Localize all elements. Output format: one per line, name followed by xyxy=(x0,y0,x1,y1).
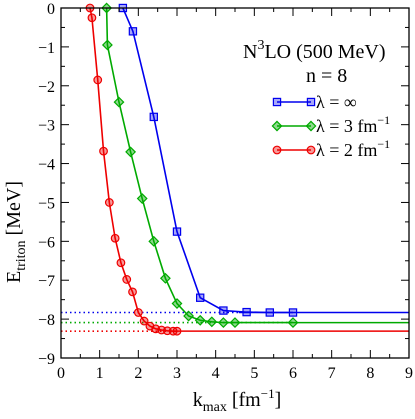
data-point xyxy=(128,27,138,36)
data-point xyxy=(265,308,275,317)
y-tick-label: −5 xyxy=(38,195,55,212)
legend-marker-end xyxy=(306,145,316,155)
x-tick-label: 1 xyxy=(96,365,104,382)
legend-marker-start xyxy=(271,120,283,132)
data-point xyxy=(128,287,137,297)
x-axis-label-unit: [fm xyxy=(227,389,261,411)
data-point xyxy=(196,293,205,302)
legend-label-main: λ = 2 fm xyxy=(316,140,377,160)
x-axis-label-main: k xyxy=(193,389,203,411)
y-tick-label: 0 xyxy=(47,1,55,18)
data-point xyxy=(149,112,158,122)
x-axis-label-sup: −1 xyxy=(261,386,275,401)
data-point xyxy=(242,307,251,317)
legend-marker-end xyxy=(306,97,316,107)
data-point xyxy=(148,235,160,247)
data-point xyxy=(87,13,97,23)
x-tick-label: 6 xyxy=(289,365,297,382)
y-axis-label-unit: [MeV] xyxy=(3,181,25,240)
y-tick-label: −7 xyxy=(38,273,55,290)
y-tick-label: −2 xyxy=(38,79,55,96)
x-tick-label: 8 xyxy=(366,365,374,382)
data-point xyxy=(219,306,228,315)
legend-label-main: λ = 3 fm xyxy=(316,116,377,136)
data-point xyxy=(133,308,143,317)
series-2 xyxy=(85,3,182,336)
data-point xyxy=(136,193,148,205)
y-tick-label: −1 xyxy=(38,40,55,57)
data-point xyxy=(172,326,182,336)
y-axis-label: Etriton [MeV] xyxy=(3,181,29,283)
x-tick-label: 4 xyxy=(212,365,220,382)
x-axis-label: kmax [fm−1] xyxy=(193,386,282,414)
legend-marker-end xyxy=(305,120,317,132)
data-point xyxy=(229,317,241,329)
data-point xyxy=(113,96,125,108)
y-axis-label-main: E xyxy=(3,271,25,283)
legend: λ = ∞λ = 3 fm−1λ = 2 fm−1 xyxy=(271,92,390,160)
x-tick-label: 9 xyxy=(405,365,413,382)
x-tick-label: 2 xyxy=(134,365,142,382)
y-tick-label: −8 xyxy=(38,312,55,329)
data-point xyxy=(122,275,132,284)
series-1 xyxy=(101,2,299,329)
data-point xyxy=(172,227,182,236)
series-layer xyxy=(85,2,299,336)
y-tick-label: −4 xyxy=(38,157,55,174)
annotation-model-main: N xyxy=(243,41,257,63)
data-point xyxy=(217,317,229,329)
y-tick-label: −3 xyxy=(38,118,55,135)
data-point xyxy=(159,272,171,284)
legend-label: λ = 3 fm−1 xyxy=(316,113,390,136)
annotation-model-rest: LO (500 MeV) xyxy=(264,41,385,63)
legend-label: λ = ∞ xyxy=(316,92,357,112)
x-axis-label-close: ] xyxy=(275,389,282,411)
data-point xyxy=(288,308,298,317)
data-point xyxy=(194,314,206,326)
legend-label-sup: −1 xyxy=(377,137,390,151)
y-tick-label: −9 xyxy=(38,351,55,368)
data-point xyxy=(139,316,149,326)
data-point xyxy=(110,233,120,243)
data-point xyxy=(93,75,103,85)
annotation-model-sup: 3 xyxy=(257,38,264,53)
data-point xyxy=(287,317,299,329)
legend-marker-start xyxy=(272,97,282,107)
y-tick-label: −6 xyxy=(38,234,55,251)
y-axis-label-sub: triton xyxy=(14,240,29,270)
data-point xyxy=(125,146,137,158)
annotation-n: n = 8 xyxy=(306,65,347,87)
data-point xyxy=(104,198,114,207)
legend-label-main: λ = ∞ xyxy=(316,92,357,112)
legend-label-sup: −1 xyxy=(377,113,390,127)
data-point xyxy=(101,39,113,51)
series-line xyxy=(122,7,293,314)
data-point xyxy=(183,310,195,322)
x-tick-label: 5 xyxy=(250,365,258,382)
legend-label: λ = 2 fm−1 xyxy=(316,137,390,160)
x-tick-label: 7 xyxy=(328,365,336,382)
legend-marker-start xyxy=(272,145,282,155)
axis-ticks: 0 1 2 3 4 5 6 7 8 9 0 −1 −2 −3 −4 −5 −6 −7 −8 −9 xyxy=(38,1,413,382)
data-point xyxy=(171,298,183,310)
x-tick-label: 0 xyxy=(57,365,65,382)
data-point xyxy=(116,258,126,268)
data-point xyxy=(206,316,218,328)
x-tick-label: 3 xyxy=(173,365,181,382)
data-point xyxy=(99,146,108,156)
series-line xyxy=(105,7,293,324)
annotation-model: N3LO (500 MeV) xyxy=(243,38,386,63)
x-axis-label-sub: max xyxy=(203,400,227,414)
